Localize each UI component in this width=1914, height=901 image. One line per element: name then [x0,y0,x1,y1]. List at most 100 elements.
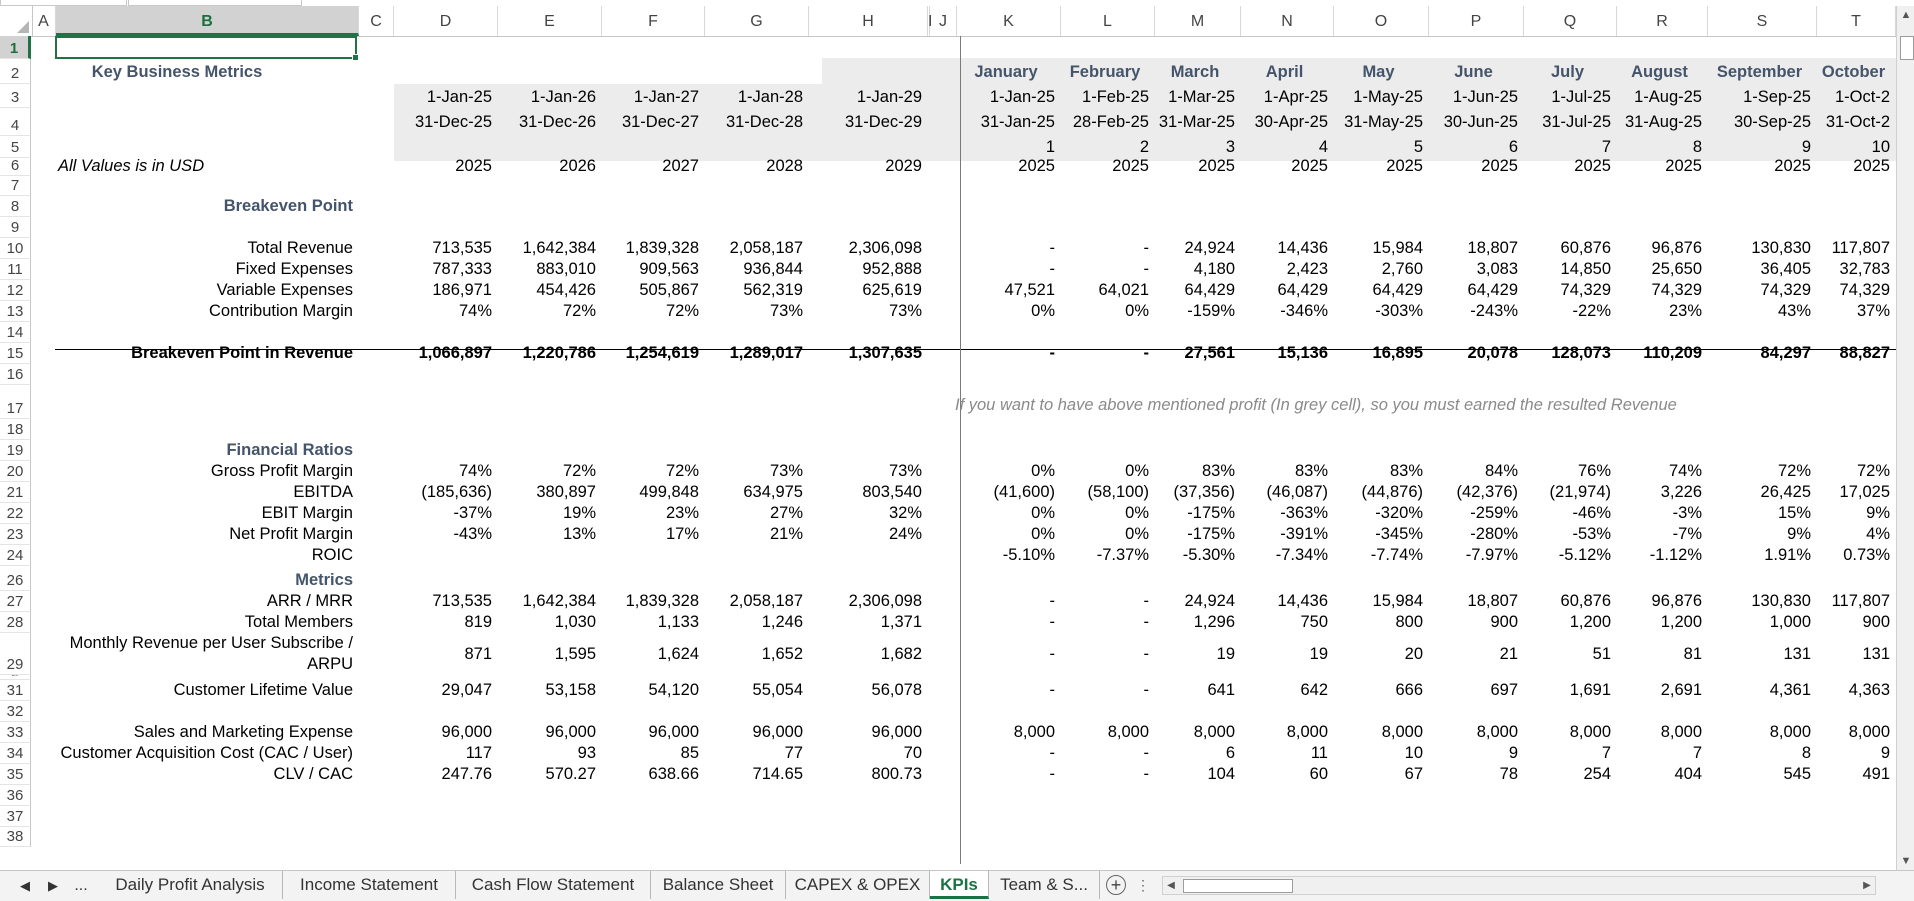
tab-team-s[interactable]: Team & S... [989,871,1100,899]
row-header-2[interactable]: 2 [0,59,31,84]
select-all-corner[interactable] [0,6,33,36]
row-header-27[interactable]: 27 [0,591,31,612]
annual-value: 96,000 [648,723,699,741]
column-header-J[interactable]: J [930,6,957,36]
annual-value: -37% [453,504,492,522]
monthly-value: 1,691 [1569,681,1611,699]
row-header-21[interactable]: 21 [0,482,31,503]
monthly-value: 8,000 [1769,723,1811,741]
row-header-15[interactable]: 15 [0,343,31,364]
row-header-36[interactable]: 36 [0,785,31,806]
annual-value: 909,563 [639,260,699,278]
tab-balance-sheet[interactable]: Balance Sheet [651,871,786,899]
row-header-23[interactable]: 23 [0,524,31,545]
row-header-31[interactable]: 31 [0,680,31,701]
column-header-L[interactable]: L [1061,6,1155,36]
row-header-22[interactable]: 22 [0,503,31,524]
row-header-8[interactable]: 8 [0,196,31,217]
column-header-C[interactable]: C [359,6,394,36]
row-header-38[interactable]: 38 [0,827,31,847]
column-header-M[interactable]: M [1155,6,1241,36]
monthly-value: 491 [1862,765,1890,783]
scroll-left-icon[interactable]: ◀ [1167,880,1175,891]
horizontal-scrollbar[interactable]: ◀ ▶ [1162,876,1876,895]
annual-value: 53,158 [545,681,596,699]
annual-start-date: 1-Jan-28 [737,88,803,106]
row-header-17[interactable]: 17 [0,385,31,419]
scroll-up-icon[interactable]: ▲ [1900,9,1912,21]
column-header-D[interactable]: D [394,6,498,36]
tab-next-icon[interactable]: ▶ [48,878,58,893]
row-header-5[interactable]: 5 [0,136,31,158]
column-header-Q[interactable]: Q [1524,6,1617,36]
column-header-F[interactable]: F [602,6,705,36]
horizontal-scroll-thumb[interactable] [1183,879,1293,893]
monthly-value: 9 [1508,744,1518,762]
row-header-37[interactable]: 37 [0,806,31,827]
annual-value: 27% [769,504,803,522]
row-header-11[interactable]: 11 [0,259,31,280]
vertical-scrollbar[interactable]: ▲ ▼ [1896,6,1914,870]
row-header-10[interactable]: 10 [0,238,31,259]
column-header-N[interactable]: N [1241,6,1334,36]
row-header-34[interactable]: 34 [0,743,31,764]
breakeven-total-monthly: 20,078 [1467,344,1518,362]
row-header-12[interactable]: 12 [0,280,31,301]
row-header-32[interactable]: 32 [0,701,31,722]
column-header-P[interactable]: P [1429,6,1524,36]
row-header-30[interactable]: 30 [0,675,31,680]
row-header-16[interactable]: 16 [0,364,31,385]
row-label: ROIC [311,546,353,564]
row-header-1[interactable]: 1 [0,36,31,59]
scroll-right-icon[interactable]: ▶ [1863,880,1871,891]
monthly-value: 900 [1862,613,1890,631]
worksheet-grid[interactable]: Key Business Metrics All Values is in USD… [32,36,1896,864]
column-header-B[interactable]: B [56,6,359,36]
row-header-13[interactable]: 13 [0,301,31,322]
row-header-20[interactable]: 20 [0,461,31,482]
column-header-R[interactable]: R [1617,6,1708,36]
row-header-33[interactable]: 33 [0,722,31,743]
row-header-3[interactable]: 3 [0,84,31,108]
tab-split-handle[interactable]: ⋮ [1136,877,1150,893]
tab-daily-profit-analysis[interactable]: Daily Profit Analysis [98,871,283,899]
column-header-H[interactable]: H [809,6,928,36]
row-header-7[interactable]: 7 [0,176,31,196]
annual-value: 2,306,098 [848,592,922,610]
column-header-A[interactable]: A [32,6,56,36]
column-header-S[interactable]: S [1708,6,1817,36]
row-label: EBITDA [293,483,353,501]
plus-circle-icon[interactable]: + [1106,875,1126,895]
row-header-29[interactable]: 29 [0,633,31,675]
row-header-19[interactable]: 19 [0,440,31,461]
monthly-value: 642 [1300,681,1328,699]
tab-prev-icon[interactable]: ◀ [20,878,30,893]
annual-value: 883,010 [536,260,596,278]
tab-capex-opex[interactable]: CAPEX & OPEX [786,871,930,899]
row-header-18[interactable]: 18 [0,419,31,440]
column-header-E[interactable]: E [498,6,602,36]
tab-more-left[interactable]: ... [74,877,88,894]
row-header-9[interactable]: 9 [0,217,31,238]
monthly-value: 131 [1783,645,1811,663]
row-header-28[interactable]: 28 [0,612,31,633]
row-header-35[interactable]: 35 [0,764,31,785]
row-header-6[interactable]: 6 [0,157,31,176]
tab-cash-flow-statement[interactable]: Cash Flow Statement [456,871,651,899]
tab-kpis[interactable]: KPIs [930,871,989,899]
annual-value: 19% [562,504,596,522]
column-header-T[interactable]: T [1817,6,1896,36]
column-header-O[interactable]: O [1334,6,1429,36]
column-header-K[interactable]: K [957,6,1061,36]
active-cell-B1[interactable] [55,36,359,61]
row-label: Customer Lifetime Value [173,681,353,699]
scroll-down-icon[interactable]: ▼ [1900,855,1912,867]
tab-income-statement[interactable]: Income Statement [283,871,456,899]
row-header-24[interactable]: 24 [0,545,31,566]
row-header-14[interactable]: 14 [0,322,31,343]
row-header-4[interactable]: 4 [0,108,31,136]
row-header-26[interactable]: 26 [0,566,31,591]
vertical-scroll-thumb[interactable] [1900,36,1914,60]
column-header-G[interactable]: G [705,6,809,36]
